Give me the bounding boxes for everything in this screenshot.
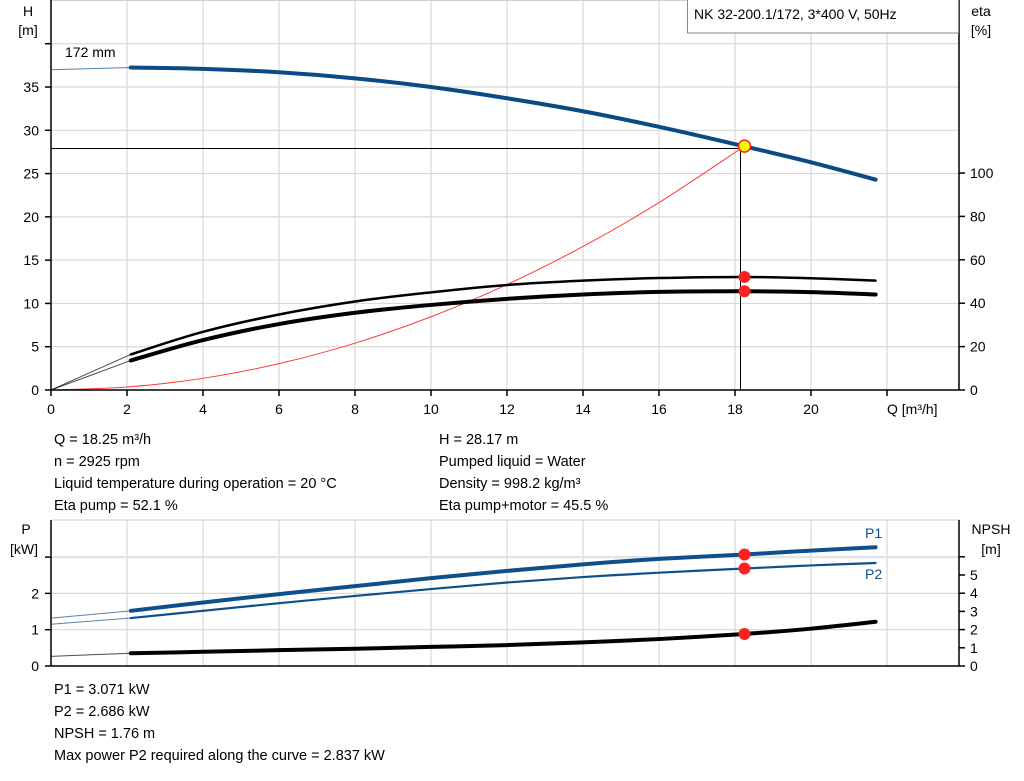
p-tick-label: 1 <box>31 622 39 638</box>
q-tick-label: 20 <box>803 401 819 417</box>
h-axis-unit: [m] <box>18 22 37 38</box>
h-tick-label: 15 <box>23 252 39 268</box>
q-axis-label: Q [m³/h] <box>887 401 938 417</box>
npsh-curve <box>128 619 878 656</box>
p1-curve <box>128 545 878 613</box>
info-p2: P2 = 2.686 kW <box>54 704 150 720</box>
h-tick-label: 20 <box>23 209 39 225</box>
q-tick-label: 18 <box>727 401 743 417</box>
eta-axis-label: eta <box>971 3 991 19</box>
h-axis-label: H <box>23 3 33 19</box>
p2-curve <box>129 561 877 620</box>
q-tick-label: 10 <box>423 401 439 417</box>
h-tick-label: 35 <box>23 79 39 95</box>
h-tick-label: 0 <box>31 382 39 398</box>
h-tick-label: 25 <box>23 166 39 182</box>
tick-labels: 0 2 4 6 8 10 12 14 16 18 2005101520253035020406080… <box>23 79 993 674</box>
npsh-curve-extrapolated <box>50 652 131 657</box>
q-tick-label: 12 <box>499 401 515 417</box>
info-density: Density = 998.2 kg/m³ <box>439 476 581 492</box>
p-tick-label: 2 <box>31 585 39 601</box>
q-tick-label: 4 <box>199 401 207 417</box>
p-axis-label: P <box>21 521 30 537</box>
q-tick-label: 16 <box>651 401 667 417</box>
info-temperature: Liquid temperature during operation = 20… <box>54 476 337 492</box>
duty-point-eta-pump-motor <box>738 285 751 298</box>
curves <box>50 65 878 657</box>
head-curve <box>128 65 878 182</box>
info-speed: n = 2925 rpm <box>54 454 140 470</box>
title-box-text: NK 32-200.1/172, 3*400 V, 50Hz <box>694 6 897 22</box>
info-eta-pump-motor: Eta pump+motor = 45.5 % <box>439 498 609 514</box>
p2-curve-extrapolated <box>50 617 131 625</box>
q-tick-label: 14 <box>575 401 591 417</box>
info-max-p2: Max power P2 required along the curve = … <box>54 748 385 764</box>
q-tick-label: 2 <box>123 401 131 417</box>
duty-point-head <box>737 139 752 153</box>
npsh-tick-label: 4 <box>970 585 978 601</box>
info-flow: Q = 18.25 m³/h <box>54 432 152 448</box>
p-tick-label: 0 <box>31 658 39 674</box>
eta-tick-label: 60 <box>970 252 986 268</box>
duty-point-p2 <box>738 562 751 575</box>
p1-series-label: P1 <box>865 525 882 541</box>
duty-info-right: H = 28.17 m Pumped liquid = Water Densit… <box>439 429 608 517</box>
head-curve-extrapolated <box>50 67 131 71</box>
axis-labels: H [m] eta [%] Q [m³/h] P [kW] NPSH [m] 1… <box>10 3 1010 582</box>
duty-info-left: Q = 18.25 m³/h n = 2925 rpm Liquid tempe… <box>54 429 337 517</box>
p-axis-unit: [kW] <box>10 541 38 557</box>
npsh-axis-unit: [m] <box>981 541 1000 557</box>
eta-tick-label: 100 <box>970 165 994 181</box>
h-tick-label: 5 <box>31 339 39 355</box>
duty-point-npsh <box>738 627 751 640</box>
q-tick-label: 6 <box>275 401 283 417</box>
eta-tick-label: 0 <box>970 382 978 398</box>
info-liquid: Pumped liquid = Water <box>439 454 586 470</box>
head-chart-grid <box>51 0 959 390</box>
npsh-tick-label: 5 <box>970 567 978 583</box>
duty-point-p1 <box>738 548 751 561</box>
npsh-tick-label: 3 <box>970 603 978 619</box>
npsh-tick-label: 1 <box>970 640 978 656</box>
p1-curve-extrapolated <box>50 610 131 619</box>
npsh-tick-label: 0 <box>970 658 978 674</box>
eta-pump-curve-extrapolated <box>50 353 132 391</box>
axes <box>45 0 965 667</box>
power-chart-grid <box>51 519 959 666</box>
eta-axis-unit: [%] <box>971 22 991 38</box>
info-eta-pump: Eta pump = 52.1 % <box>54 498 178 514</box>
eta-pump-curve <box>129 275 877 356</box>
duty-point-eta-pump <box>738 270 751 283</box>
eta-pump-motor-curve-extrapolated <box>50 360 131 391</box>
eta-tick-label: 40 <box>970 295 986 311</box>
info-npsh: NPSH = 1.76 m <box>54 726 156 742</box>
npsh-axis-label: NPSH <box>972 521 1011 537</box>
duty-points <box>737 139 752 640</box>
title-box: NK 32-200.1/172, 3*400 V, 50Hz <box>687 0 959 34</box>
q-tick-label: 0 <box>47 401 55 417</box>
p2-series-label: P2 <box>865 566 882 582</box>
h-tick-label: 10 <box>23 295 39 311</box>
info-p1: P1 = 3.071 kW <box>54 682 150 698</box>
h-tick-label: 30 <box>23 122 39 138</box>
impeller-label: 172 mm <box>65 44 116 60</box>
power-info: P1 = 3.071 kW P2 = 2.686 kW NPSH = 1.76 … <box>54 679 385 767</box>
eta-pump-motor-curve <box>128 289 878 363</box>
eta-tick-label: 20 <box>970 339 986 355</box>
system-curve <box>50 145 745 391</box>
eta-tick-label: 80 <box>970 208 986 224</box>
q-tick-label: 8 <box>351 401 359 417</box>
npsh-tick-label: 2 <box>970 622 978 638</box>
info-head: H = 28.17 m <box>439 432 519 448</box>
